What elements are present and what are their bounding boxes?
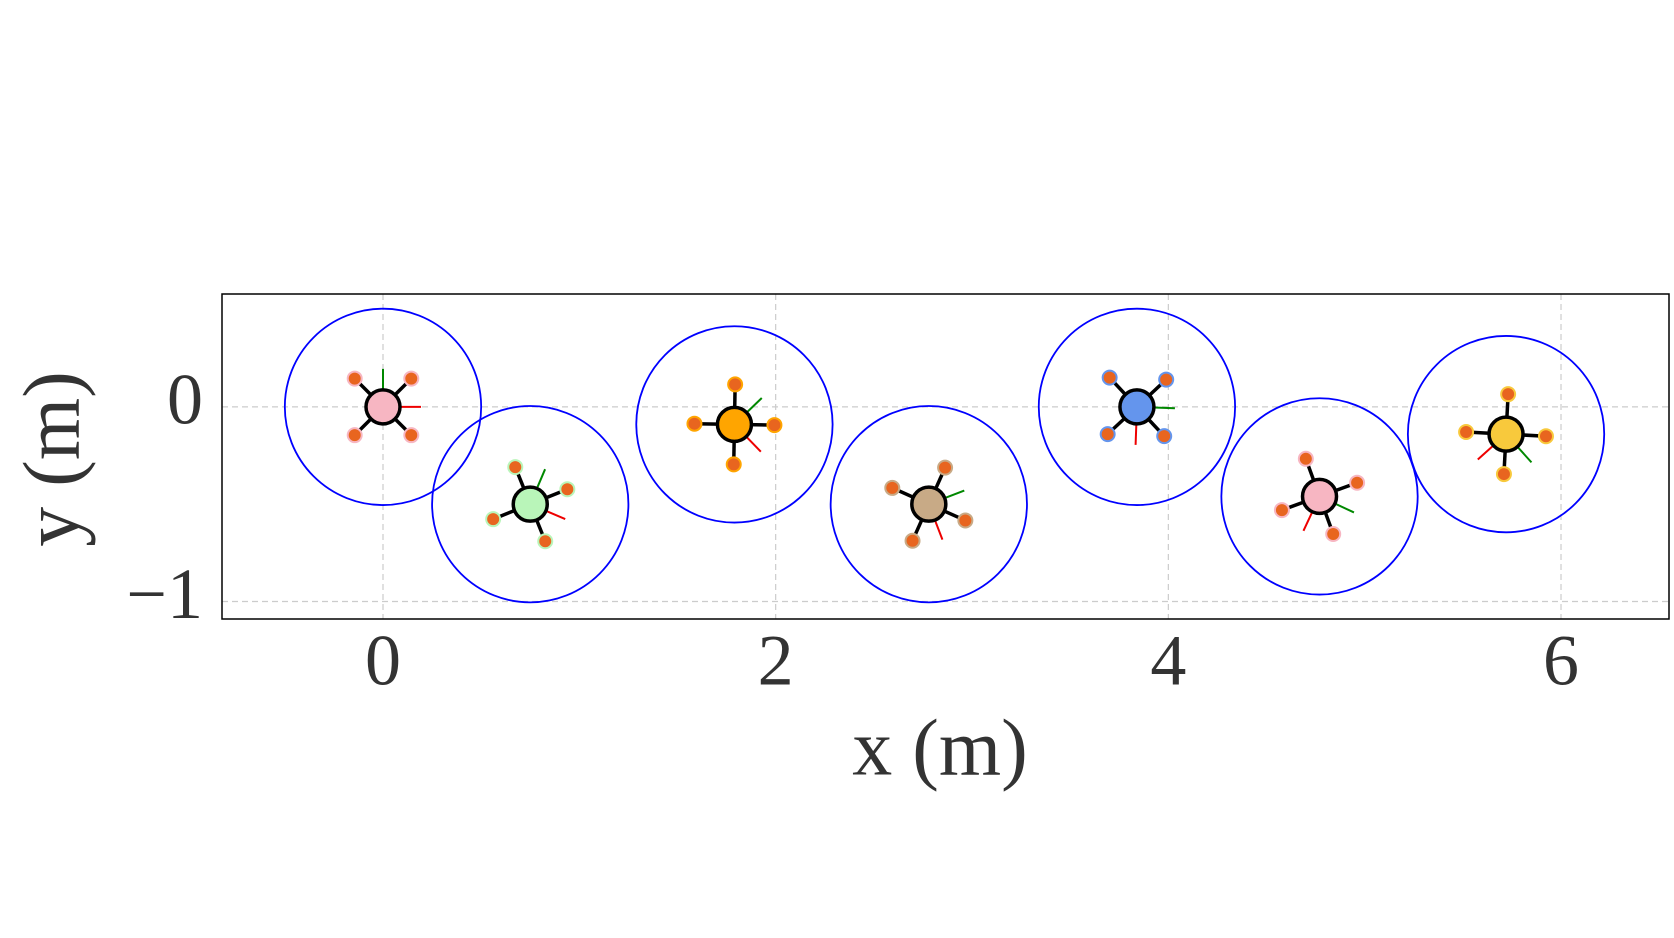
propeller xyxy=(727,376,744,393)
x-tick-label: 6 xyxy=(1543,621,1579,701)
propeller xyxy=(1500,386,1517,403)
robot-body xyxy=(910,485,948,523)
propeller xyxy=(725,456,742,473)
propeller xyxy=(403,427,420,444)
y-axis-label: y (m) xyxy=(8,371,96,547)
robot-body xyxy=(511,485,549,523)
propeller xyxy=(937,459,954,476)
robot-body xyxy=(1300,477,1339,516)
propeller xyxy=(766,417,783,434)
x-tick-label: 4 xyxy=(1150,621,1186,701)
propeller xyxy=(686,415,703,432)
propeller xyxy=(485,511,502,528)
safety-circle xyxy=(1406,335,1606,534)
safety-circle xyxy=(829,405,1028,604)
propeller xyxy=(1349,474,1366,491)
propeller xyxy=(884,479,901,496)
propeller xyxy=(537,533,554,550)
robot-body xyxy=(364,388,402,426)
propeller xyxy=(957,512,974,529)
propeller xyxy=(507,459,524,476)
propeller xyxy=(1537,428,1554,445)
y-tick-label: −1 xyxy=(126,554,203,634)
robot-body xyxy=(1487,415,1525,453)
x-tick-label: 2 xyxy=(758,621,794,701)
y-tick-label: 0 xyxy=(167,359,203,439)
propeller xyxy=(1156,428,1173,445)
propeller xyxy=(1099,426,1116,443)
propeller xyxy=(559,481,576,498)
propeller xyxy=(1495,466,1512,483)
propeller xyxy=(346,427,363,444)
propeller xyxy=(346,370,363,387)
robot-body xyxy=(1118,388,1156,426)
propeller xyxy=(1297,450,1314,467)
propeller xyxy=(1158,371,1175,388)
safety-circle xyxy=(1220,397,1419,596)
plot-frame xyxy=(221,293,1670,620)
safety-circle xyxy=(635,325,834,524)
safety-circle xyxy=(283,307,483,506)
safety-circle xyxy=(1037,307,1236,506)
propeller xyxy=(403,370,420,387)
propeller xyxy=(1273,502,1290,519)
robot-body xyxy=(715,405,754,444)
x-tick-label: 0 xyxy=(365,621,401,701)
robot xyxy=(1099,369,1175,445)
propeller xyxy=(904,532,921,549)
propeller xyxy=(1325,525,1342,542)
propeller xyxy=(1458,424,1475,441)
robot xyxy=(1458,386,1554,483)
x-axis-label: x (m) xyxy=(852,704,1028,792)
safety-circle xyxy=(431,405,630,604)
propeller xyxy=(1101,369,1118,386)
